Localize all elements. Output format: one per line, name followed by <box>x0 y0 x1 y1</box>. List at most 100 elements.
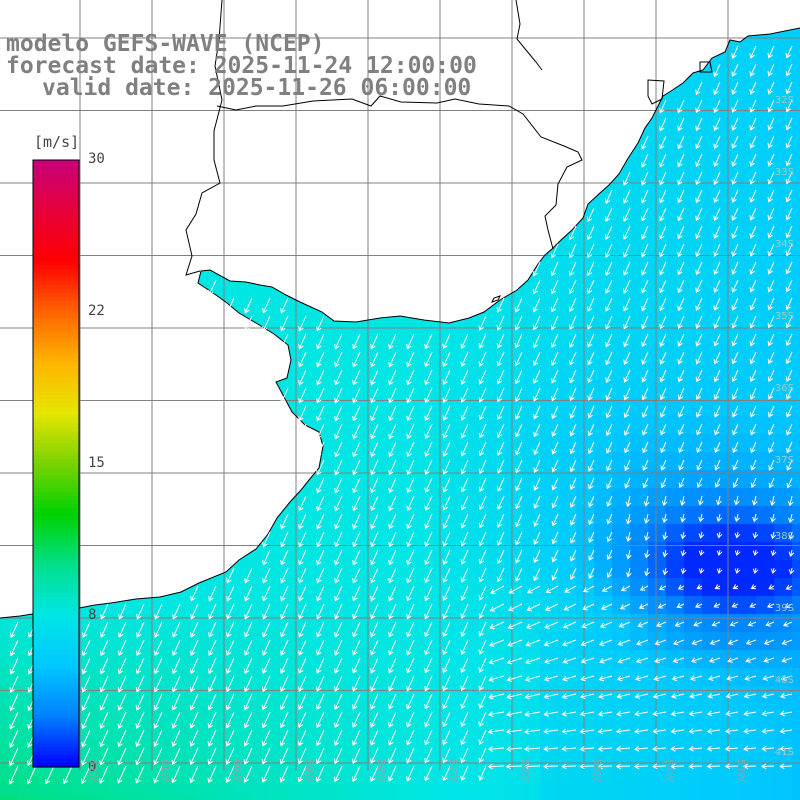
lat-label: 36S <box>774 383 794 394</box>
wind-arrow <box>261 675 271 693</box>
field-cell <box>792 560 800 579</box>
wind-arrow <box>661 495 668 507</box>
field-cell <box>576 290 595 309</box>
wind-arrow <box>225 765 235 784</box>
field-cell <box>342 362 361 381</box>
wind-arrow <box>677 225 685 240</box>
wind-arrow <box>298 369 307 386</box>
field-cell <box>792 452 800 471</box>
wind-arrow <box>543 763 559 770</box>
wind-arrow <box>388 585 397 602</box>
wind-arrow <box>569 459 577 473</box>
wind-arrow <box>334 621 343 638</box>
wind-arrow <box>315 711 325 729</box>
wind-arrow <box>658 585 667 591</box>
colorbar-segment <box>33 746 79 752</box>
wind-arrow <box>698 531 705 539</box>
wind-arrow <box>315 729 325 747</box>
field-cell <box>342 398 361 417</box>
colorbar-segment <box>33 491 79 497</box>
field-cell <box>540 596 559 615</box>
field-cell <box>720 128 739 147</box>
field-cell <box>684 596 703 615</box>
field-cell <box>306 578 325 597</box>
wind-arrow <box>370 693 379 710</box>
field-cell <box>522 452 541 471</box>
wind-arrow <box>334 603 343 620</box>
wind-arrow <box>244 657 253 675</box>
wind-arrow <box>261 711 271 729</box>
field-cell <box>756 182 775 201</box>
field-cell <box>612 668 631 687</box>
wind-arrow <box>713 225 721 240</box>
wind-arrow <box>370 369 379 386</box>
wind-arrow <box>615 728 631 735</box>
field-cell <box>666 326 685 345</box>
field-cell <box>648 308 667 327</box>
field-cell <box>738 488 757 507</box>
wind-arrow <box>561 728 577 735</box>
field-cell <box>342 470 361 489</box>
wind-arrow <box>785 117 793 131</box>
field-cell <box>666 506 685 525</box>
wind-arrow <box>298 333 307 350</box>
wind-arrow <box>706 745 721 752</box>
field-cell <box>594 650 613 669</box>
field-cell <box>666 290 685 309</box>
field-cell <box>522 416 541 435</box>
field-cell <box>450 452 469 471</box>
field-cell <box>684 614 703 633</box>
field-cell <box>468 542 487 561</box>
wind-arrow <box>280 549 289 566</box>
field-cell <box>792 524 800 543</box>
wind-arrow <box>623 279 631 294</box>
wind-arrow <box>698 513 704 523</box>
field-cell <box>666 218 685 237</box>
field-cell <box>522 506 541 525</box>
colorbar-segment <box>33 334 79 339</box>
wind-arrow <box>352 405 361 422</box>
field-cell <box>432 668 451 687</box>
wind-arrow <box>497 495 505 510</box>
colorbar-segment <box>33 580 79 586</box>
wind-arrow <box>713 243 721 258</box>
field-cell <box>126 650 145 669</box>
wind-arrow <box>515 459 523 474</box>
wind-arrow <box>388 459 397 476</box>
field-cell <box>666 614 685 633</box>
field-cell <box>558 434 577 453</box>
wind-arrow <box>731 153 739 167</box>
field-cell <box>198 776 217 795</box>
wind-arrow <box>442 477 451 493</box>
wind-arrow <box>749 99 757 113</box>
field-cell <box>162 722 181 741</box>
colorbar-segment <box>33 597 79 602</box>
field-cell <box>648 668 667 687</box>
field-cell <box>576 686 595 705</box>
field-cell <box>216 632 235 651</box>
field-cell <box>324 434 343 453</box>
field-cell <box>702 344 721 363</box>
colorbar-segment <box>33 592 79 598</box>
wind-arrow <box>785 135 793 149</box>
wind-arrow <box>514 351 523 367</box>
field-cell <box>612 200 631 219</box>
wind-arrow <box>279 729 289 747</box>
wind-arrow <box>207 765 217 784</box>
field-cell <box>612 182 631 201</box>
wind-arrow <box>544 621 559 629</box>
field-cell <box>684 794 703 800</box>
field-cell <box>738 92 757 111</box>
wind-arrow <box>713 135 721 150</box>
wind-arrow <box>695 315 703 329</box>
field-cell <box>684 200 703 219</box>
colorbar-segment <box>33 698 79 703</box>
field-cell <box>522 470 541 489</box>
field-cell <box>378 740 397 759</box>
field-cell <box>612 254 631 273</box>
colorbar-segment <box>33 196 79 202</box>
field-cell <box>252 596 271 615</box>
field-cell <box>468 650 487 669</box>
field-cell <box>756 398 775 417</box>
field-cell <box>360 452 379 471</box>
